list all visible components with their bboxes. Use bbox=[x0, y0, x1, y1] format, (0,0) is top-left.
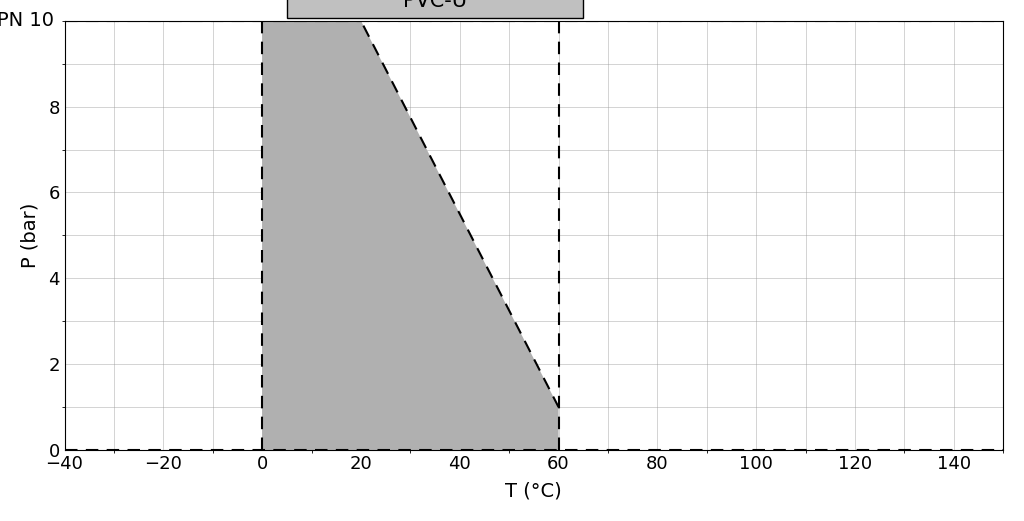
X-axis label: T (°C): T (°C) bbox=[506, 481, 562, 500]
Polygon shape bbox=[262, 21, 558, 450]
Text: PVC-U: PVC-U bbox=[403, 0, 467, 11]
Text: PN 10: PN 10 bbox=[0, 11, 54, 30]
Y-axis label: P (bar): P (bar) bbox=[20, 203, 40, 268]
